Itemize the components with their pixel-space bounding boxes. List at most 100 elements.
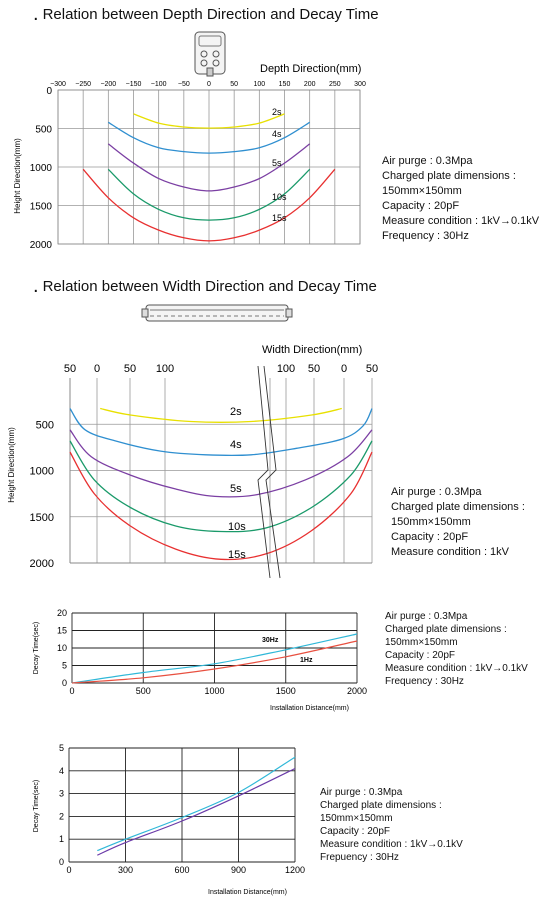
width-axis-break-right xyxy=(263,365,281,579)
dist1-y-tick: 5 xyxy=(62,661,67,671)
width-x-tick-right: 0 xyxy=(341,363,347,375)
dist2-series-line xyxy=(97,756,296,852)
dist1-x-axis-label: Installation Distance(mm) xyxy=(270,705,349,712)
dist1-x-tick: 1000 xyxy=(204,686,224,696)
depth-series-label: 10s xyxy=(272,192,287,202)
condition-line: Air purge : 0.3Mpa xyxy=(382,155,473,167)
width-title-text: Relation between Width Direction and Dec… xyxy=(42,278,377,295)
condition-line: Measure condition : 1kV xyxy=(391,546,510,558)
width-x-tick-left: 50 xyxy=(124,363,136,375)
dist1-series-line xyxy=(71,640,358,684)
dist2-y-tick: 4 xyxy=(59,766,64,776)
condition-line: Measure condition : 1kV→0.1kV xyxy=(320,839,463,850)
depth-section-title: . Relation between Depth Direction and De… xyxy=(33,3,379,25)
width-y-tick: 2000 xyxy=(30,558,54,570)
width-y-tick: 1500 xyxy=(30,512,54,524)
depth-x-tick: 0 xyxy=(207,81,211,88)
condition-line: Capacity : 20pF xyxy=(382,200,460,212)
width-series-line-15s xyxy=(69,451,373,561)
depth-x-tick: −300 xyxy=(50,81,66,88)
width-y-tick: 500 xyxy=(36,419,54,431)
width-series-label: 4s xyxy=(230,439,242,451)
width-series-line-5s xyxy=(69,429,373,498)
dist1-series-line xyxy=(71,633,358,684)
depth-series-line-2s xyxy=(133,113,285,129)
width-conditions: Air purge : 0.3Mpa Charged plate dimensio… xyxy=(391,485,525,560)
dist1-x-tick: 500 xyxy=(136,686,151,696)
width-x-axis-label: Width Direction(mm) xyxy=(262,344,362,356)
condition-line: 150mm×150mm xyxy=(385,637,458,648)
width-x-tick-left: 100 xyxy=(156,363,174,375)
width-x-tick-right: 100 xyxy=(277,363,295,375)
width-series-line-10s xyxy=(69,440,373,533)
width-y-tick: 1000 xyxy=(30,466,54,478)
depth-series-label: 2s xyxy=(272,107,282,117)
depth-series-label: 4s xyxy=(272,129,282,139)
depth-y-tick: 500 xyxy=(35,125,52,136)
depth-y-tick: 1500 xyxy=(30,202,53,213)
depth-series-line-4s xyxy=(107,121,311,154)
dist2-x-tick: 300 xyxy=(118,865,133,875)
width-y-axis-label: Height Direction(mm) xyxy=(7,427,16,503)
condition-line: Air purge : 0.3Mpa xyxy=(385,611,468,622)
condition-line: Air purge : 0.3Mpa xyxy=(391,486,482,498)
depth-series-line-15s xyxy=(82,168,336,242)
depth-x-tick: 200 xyxy=(304,81,316,88)
width-x-tick-right: 50 xyxy=(308,363,320,375)
depth-conditions: Air purge : 0.3Mpa Charged plate dimensio… xyxy=(382,154,539,244)
condition-line: Measure condition : 1kV→0.1kV xyxy=(385,663,528,674)
dist1-y-tick: 0 xyxy=(62,678,67,688)
dist1-y-tick: 15 xyxy=(57,626,67,636)
depth-x-tick: −100 xyxy=(151,81,167,88)
dist2-y-tick: 1 xyxy=(59,834,64,844)
depth-y-axis-label: Height Direction(mm) xyxy=(13,138,22,214)
dist2-y-tick: 3 xyxy=(59,789,64,799)
condition-line: Capacity : 20pF xyxy=(320,826,391,837)
dist1-x-tick: 0 xyxy=(69,686,74,696)
condition-line: Frepuency : 30Hz xyxy=(320,852,399,863)
condition-line: 150mm×150mm xyxy=(391,516,471,528)
depth-x-tick: −150 xyxy=(126,81,142,88)
depth-x-tick: −250 xyxy=(75,81,91,88)
width-series-label: 5s xyxy=(230,483,242,495)
dist2-x-tick: 600 xyxy=(174,865,189,875)
width-x-tick-left: 50 xyxy=(64,363,76,375)
width-x-tick-right: 50 xyxy=(366,363,378,375)
width-x-tick-left: 0 xyxy=(94,363,100,375)
condition-line: 150mm×150mm xyxy=(320,813,393,824)
dist1-y-axis-label: Decay Time(sec) xyxy=(33,622,40,675)
dist2-x-tick: 0 xyxy=(66,865,71,875)
depth-series-label: 5s xyxy=(272,158,282,168)
depth-series-label: 15s xyxy=(272,213,287,223)
condition-line: Charged plate dimensions : xyxy=(382,170,516,182)
condition-line: Frequency : 30Hz xyxy=(385,676,464,687)
depth-title-text: Relation between Depth Direction and Dec… xyxy=(42,6,379,23)
dist2-series-line xyxy=(97,767,296,856)
width-series-label: 10s xyxy=(228,521,246,533)
depth-y-tick: 2000 xyxy=(30,240,53,251)
condition-line: Capacity : 20pF xyxy=(385,650,456,661)
condition-line: Air purge : 0.3Mpa xyxy=(320,787,403,798)
width-section-title: . Relation between Width Direction and De… xyxy=(33,275,377,297)
condition-line: Charged plate dimensions : xyxy=(385,624,507,635)
width-series-line-4s xyxy=(69,408,373,457)
dist1-x-tick: 1500 xyxy=(276,686,296,696)
condition-line: Charged plate dimensions : xyxy=(391,501,525,513)
condition-line: Capacity : 20pF xyxy=(391,531,469,543)
depth-x-tick: 150 xyxy=(279,81,291,88)
dist2-x-tick: 900 xyxy=(231,865,246,875)
depth-plot-frame xyxy=(57,89,361,245)
depth-y-tick: 1000 xyxy=(30,163,53,174)
dist2-conditions: Air purge : 0.3Mpa Charged plate dimensio… xyxy=(320,786,463,864)
depth-y-tick: 0 xyxy=(46,86,52,97)
depth-x-tick: −200 xyxy=(100,81,116,88)
dist2-y-tick: 2 xyxy=(59,811,64,821)
dist2-y-axis-label: Decay Time(sec) xyxy=(33,780,40,833)
condition-line: Frequency : 30Hz xyxy=(382,230,469,242)
depth-x-tick: 250 xyxy=(329,81,341,88)
dist2-y-tick: 5 xyxy=(59,743,64,753)
width-series-label: 15s xyxy=(228,549,246,561)
